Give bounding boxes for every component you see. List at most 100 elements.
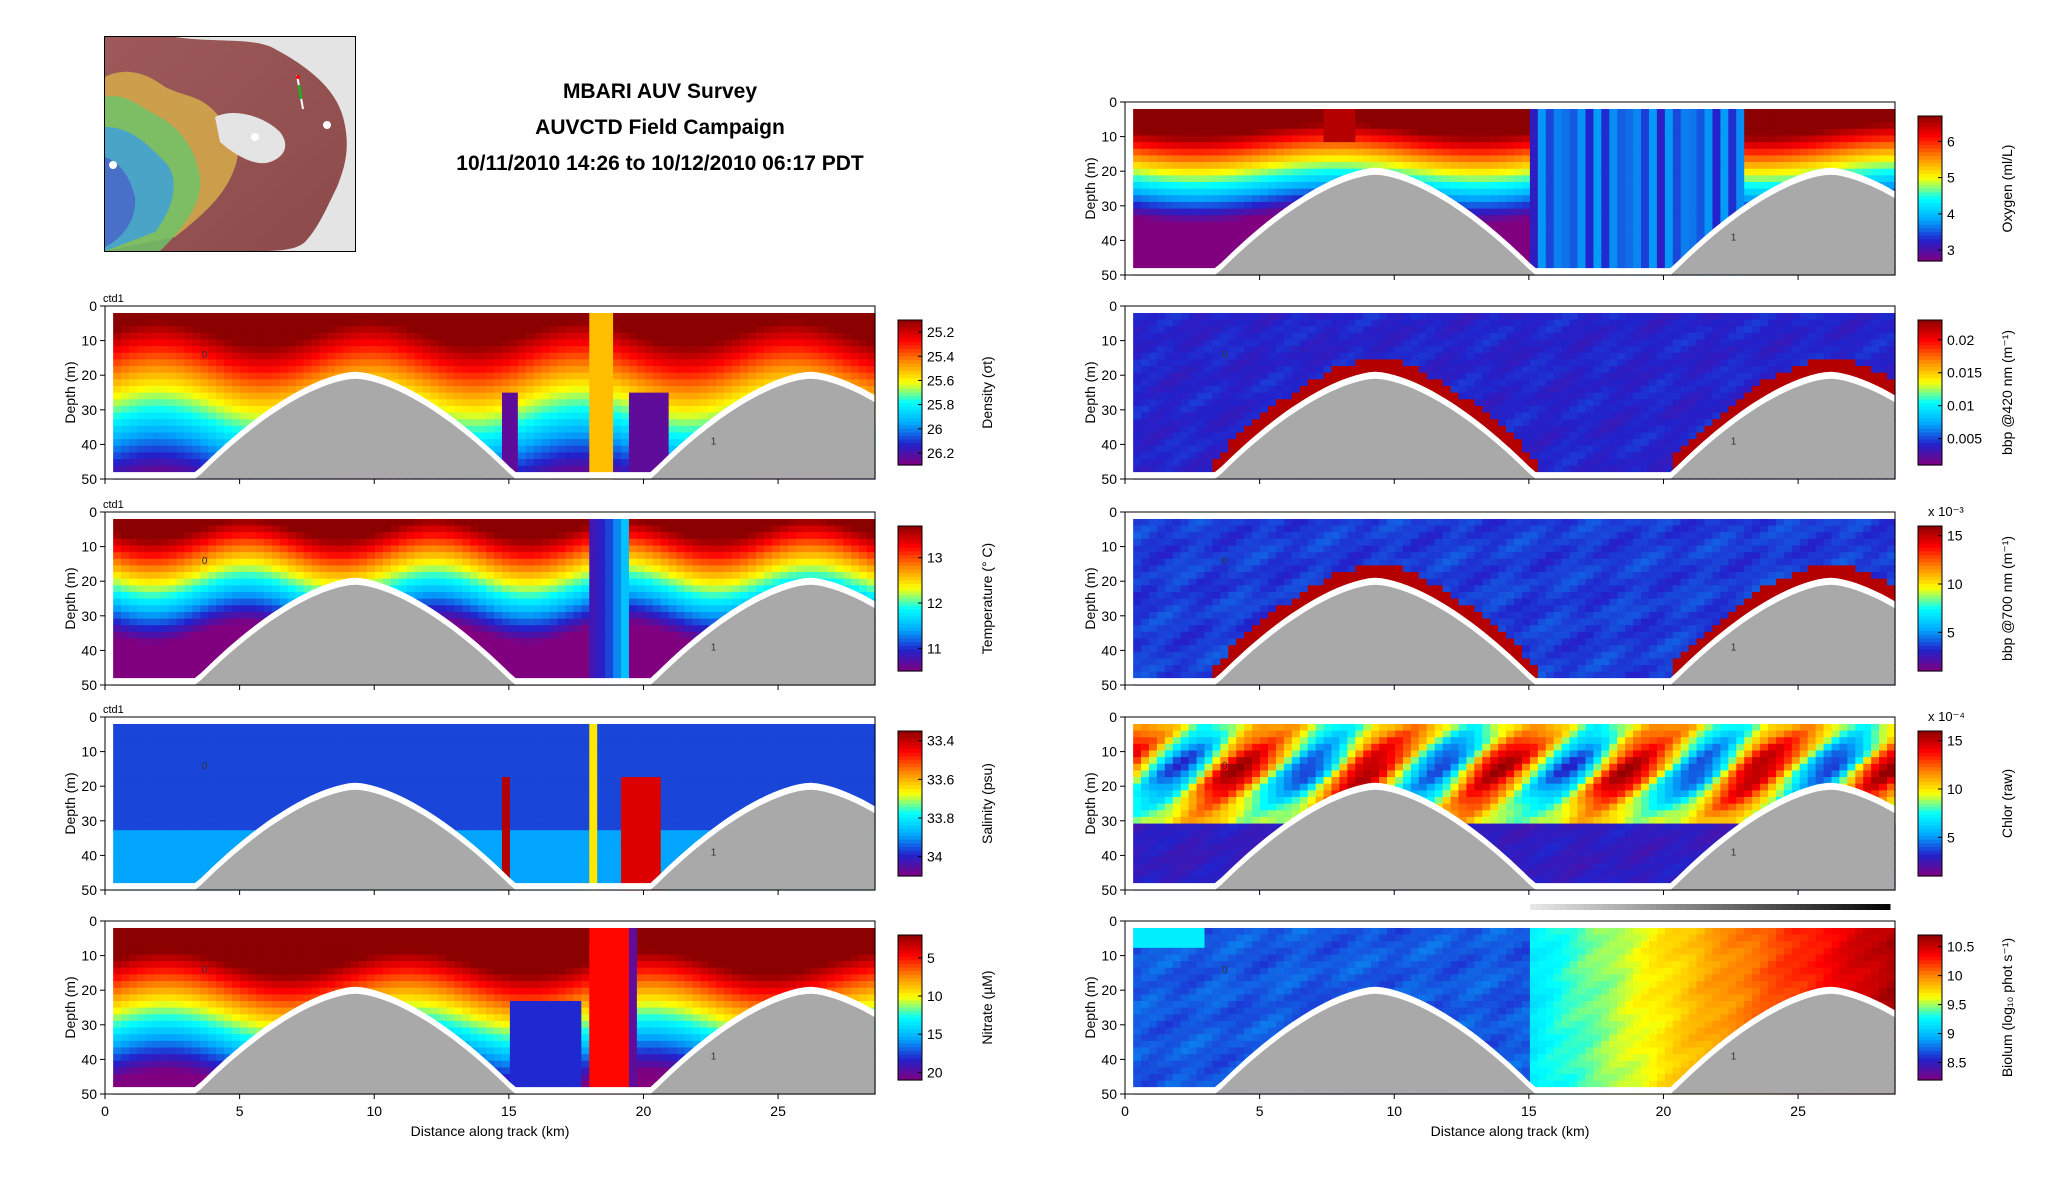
heatmap-cell bbox=[208, 645, 217, 652]
heatmap-cell bbox=[185, 466, 194, 473]
heatmap-cell bbox=[653, 625, 662, 632]
heatmap-cell bbox=[558, 526, 567, 533]
heatmap-cell bbox=[859, 526, 868, 533]
heatmap-cell bbox=[685, 632, 694, 639]
heatmap-cell bbox=[502, 379, 511, 386]
heatmap-cell bbox=[208, 346, 217, 353]
heatmap-cell bbox=[367, 333, 376, 340]
heatmap-cell bbox=[645, 619, 654, 626]
heatmap-cell bbox=[470, 559, 479, 566]
heatmap-cell bbox=[161, 346, 170, 353]
heatmap-cell bbox=[145, 339, 154, 346]
heatmap-cell bbox=[319, 320, 328, 327]
heatmap-cell bbox=[542, 585, 551, 592]
heatmap-cell bbox=[177, 386, 186, 393]
heatmap-cell bbox=[343, 532, 352, 539]
heatmap-cell bbox=[431, 386, 440, 393]
heatmap-cell bbox=[137, 399, 146, 406]
colorbar-segment bbox=[898, 414, 922, 418]
heatmap-cell bbox=[335, 333, 344, 340]
heatmap-cell bbox=[502, 632, 511, 639]
heatmap-cell bbox=[494, 439, 503, 446]
heatmap-cell bbox=[494, 539, 503, 546]
heatmap-cell bbox=[518, 565, 527, 572]
heatmap-cell bbox=[534, 333, 543, 340]
heatmap-cell bbox=[510, 599, 519, 606]
heatmap-cell bbox=[772, 313, 781, 320]
heatmap-cell bbox=[200, 526, 209, 533]
heatmap-cell bbox=[113, 393, 122, 400]
heatmap-cell bbox=[161, 393, 170, 400]
heatmap-cell bbox=[224, 320, 233, 327]
heatmap-cell bbox=[438, 313, 447, 320]
heatmap-cell bbox=[700, 552, 709, 559]
heatmap-cell bbox=[391, 366, 400, 373]
heatmap-cell bbox=[454, 619, 463, 626]
heatmap-cell bbox=[534, 532, 543, 539]
heatmap-cell bbox=[518, 539, 527, 546]
heatmap-cell bbox=[605, 552, 614, 559]
heatmap-cell bbox=[732, 379, 741, 386]
heatmap-cell bbox=[375, 552, 384, 559]
heatmap-cell bbox=[589, 413, 598, 420]
heatmap-cell bbox=[137, 426, 146, 433]
heatmap-cell bbox=[558, 519, 567, 526]
heatmap-cell bbox=[589, 439, 598, 446]
heatmap-cell bbox=[446, 599, 455, 606]
heatmap-cell bbox=[661, 645, 670, 652]
heatmap-cell bbox=[581, 539, 590, 546]
heatmap-cell bbox=[145, 386, 154, 393]
heatmap-cell bbox=[692, 346, 701, 353]
heatmap-cell bbox=[518, 672, 527, 679]
heatmap-cell bbox=[272, 559, 281, 566]
heatmap-cell bbox=[169, 599, 178, 606]
heatmap-cell bbox=[359, 526, 368, 533]
heatmap-cell bbox=[431, 559, 440, 566]
heatmap-cell bbox=[185, 565, 194, 572]
heatmap-cell bbox=[573, 645, 582, 652]
heatmap-cell bbox=[185, 426, 194, 433]
heatmap-cell bbox=[764, 526, 773, 533]
heatmap-cell bbox=[200, 439, 209, 446]
heatmap-cell bbox=[415, 526, 424, 533]
colorbar-segment bbox=[898, 331, 922, 335]
heatmap-cell bbox=[415, 532, 424, 539]
heatmap-cell bbox=[573, 532, 582, 539]
heatmap-cell bbox=[280, 519, 289, 526]
heatmap-cell bbox=[581, 346, 590, 353]
heatmap-cell bbox=[470, 386, 479, 393]
heatmap-cell bbox=[280, 313, 289, 320]
heatmap-cell bbox=[661, 585, 670, 592]
heatmap-cell bbox=[296, 526, 305, 533]
heatmap-cell bbox=[565, 665, 574, 672]
heatmap-cell bbox=[367, 519, 376, 526]
heatmap-cell bbox=[232, 559, 241, 566]
heatmap-cell bbox=[367, 313, 376, 320]
heatmap-cell bbox=[685, 539, 694, 546]
heatmap-cell bbox=[280, 559, 289, 566]
heatmap-cell bbox=[462, 373, 471, 380]
heatmap-cell bbox=[343, 333, 352, 340]
heatmap-cell bbox=[192, 379, 201, 386]
heatmap-cell bbox=[137, 599, 146, 606]
heatmap-cell bbox=[391, 545, 400, 552]
heatmap-cell bbox=[550, 406, 559, 413]
heatmap-cell bbox=[677, 619, 686, 626]
heatmap-cell bbox=[558, 565, 567, 572]
heatmap-cell bbox=[740, 366, 749, 373]
heatmap-cell bbox=[137, 373, 146, 380]
heatmap-cell bbox=[653, 545, 662, 552]
heatmap-cell bbox=[351, 333, 360, 340]
heatmap-cell bbox=[462, 413, 471, 420]
heatmap-cell bbox=[685, 339, 694, 346]
heatmap-cell bbox=[565, 545, 574, 552]
heatmap-cell bbox=[692, 559, 701, 566]
heatmap-cell bbox=[232, 320, 241, 327]
colorbar-segment bbox=[898, 374, 922, 378]
heatmap-cell bbox=[605, 313, 614, 320]
heatmap-cell bbox=[788, 359, 797, 366]
heatmap-cell bbox=[565, 433, 574, 440]
heatmap-cell bbox=[669, 353, 678, 360]
heatmap-cell bbox=[589, 658, 598, 665]
heatmap-cell bbox=[581, 592, 590, 599]
